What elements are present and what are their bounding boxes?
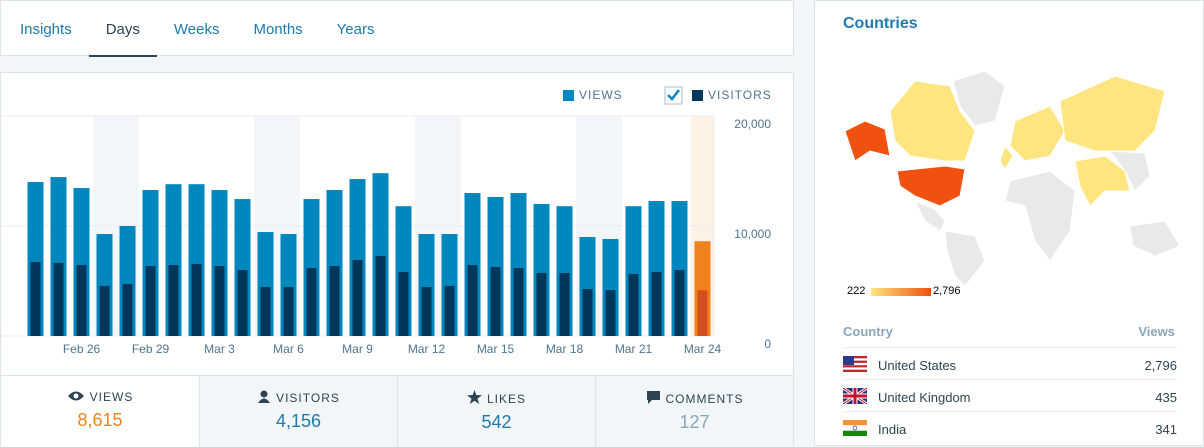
bar: [260, 287, 271, 336]
legend-label: VISITORS: [708, 88, 772, 102]
bar: [329, 266, 340, 336]
bar: [306, 268, 317, 336]
x-tick-label: Mar 18: [546, 342, 584, 356]
summary-cell[interactable]: VIEWS 8,615: [1, 375, 199, 447]
tab[interactable]: Insights: [20, 21, 72, 38]
country-views: 341: [1155, 422, 1177, 437]
x-tick-label: Mar 3: [204, 342, 235, 356]
star-icon: [466, 390, 482, 404]
bar: [53, 262, 64, 336]
bar: [559, 272, 570, 336]
x-tick-label: Mar 21: [615, 342, 653, 356]
bar: [375, 256, 386, 336]
x-tick-label: Mar 24: [684, 342, 722, 356]
bar: [651, 271, 662, 336]
country-name: India: [878, 422, 907, 437]
column-header: Views: [1138, 324, 1175, 339]
bar: [582, 289, 593, 336]
y-tick-label: 0: [764, 337, 771, 351]
bar: [168, 265, 179, 336]
x-tick-label: Mar 12: [408, 342, 446, 356]
chart-card: 0 10,000 20,000 VIEWS VISITORS Feb 26 Feb 29 Ma…: [0, 72, 794, 447]
legend-swatch: [692, 90, 703, 101]
summary-label: LIKES: [398, 390, 595, 406]
x-tick-label: Feb 29: [132, 342, 170, 356]
legend-label: VIEWS: [579, 88, 623, 102]
world-map: [844, 70, 1181, 287]
summary-label-text: LIKES: [486, 392, 527, 406]
bar: [444, 285, 455, 336]
chart: 0 10,000 20,000 VIEWS VISITORS Feb 26 Feb 29 Ma…: [1, 86, 772, 356]
bar: [145, 266, 156, 336]
country-views: 435: [1155, 390, 1177, 405]
tab[interactable]: Years: [336, 21, 375, 38]
country-row: India 341: [843, 411, 1177, 444]
y-tick-label: 20,000: [734, 117, 771, 131]
bar: [30, 261, 41, 336]
bar: [99, 285, 110, 336]
country-views: 2,796: [1144, 358, 1177, 373]
bar: [352, 259, 363, 336]
bar: [76, 265, 87, 336]
x-tick-label: Mar 15: [477, 342, 515, 356]
summary-value: 4,156: [275, 411, 322, 431]
bar: [237, 270, 248, 336]
bar: [122, 283, 133, 336]
country-row: United Kingdom 435: [843, 379, 1177, 412]
x-tick-label: Feb 26: [63, 342, 101, 356]
summary-label-text: VISITORS: [276, 391, 340, 405]
tab[interactable]: Months: [253, 21, 303, 38]
bar: [628, 273, 639, 336]
summary-label-text: VIEWS: [89, 390, 134, 404]
summary-value: 8,615: [77, 410, 123, 430]
summary-value: 542: [481, 412, 512, 432]
tab-bar: Insights Days Weeks Months Years: [0, 0, 794, 57]
country-row: United States 2,796: [843, 347, 1177, 380]
person-icon: [258, 390, 271, 403]
scale-min: 222: [847, 285, 866, 297]
checkmark: [667, 89, 680, 101]
summary-label: VISITORS: [200, 390, 397, 405]
bar: [536, 272, 547, 336]
countries-card: Countries 222 2,796 Country Views United…: [814, 0, 1204, 446]
summary-cell[interactable]: LIKES 542: [397, 375, 595, 447]
bar: [191, 263, 202, 336]
eye-icon: [67, 391, 84, 401]
bar: [467, 265, 478, 336]
summary-label: VIEWS: [1, 390, 199, 404]
flag: [843, 420, 867, 436]
card-title: Countries: [843, 15, 918, 32]
bar: [674, 270, 685, 336]
country-name: United Kingdom: [878, 390, 971, 405]
bar: [214, 266, 225, 336]
flag: [843, 356, 867, 372]
comment-icon: [646, 391, 660, 404]
bar: [283, 287, 294, 336]
summary-cell[interactable]: VISITORS 4,156: [199, 375, 397, 447]
y-tick-label: 10,000: [734, 227, 771, 241]
column-header: Country: [843, 324, 893, 339]
scale-max: 2,796: [933, 285, 961, 297]
tab[interactable]: Days: [88, 1, 157, 57]
summary-cell[interactable]: COMMENTS 127: [595, 375, 793, 447]
bar: [490, 267, 501, 336]
summary-label-text: COMMENTS: [665, 392, 744, 406]
x-tick-label: Mar 6: [273, 342, 304, 356]
summary-value: 127: [679, 412, 710, 432]
summary-label: COMMENTS: [596, 390, 793, 406]
country-name: United States: [878, 358, 957, 373]
bar: [697, 290, 708, 336]
bar: [513, 268, 524, 336]
bar: [421, 287, 432, 336]
flag: [843, 388, 867, 404]
tab[interactable]: Weeks: [173, 21, 220, 38]
bar: [605, 290, 616, 336]
x-tick-label: Mar 9: [342, 342, 373, 356]
color-scale: [871, 288, 931, 296]
bar: [398, 271, 409, 336]
legend-swatch: [563, 90, 574, 101]
